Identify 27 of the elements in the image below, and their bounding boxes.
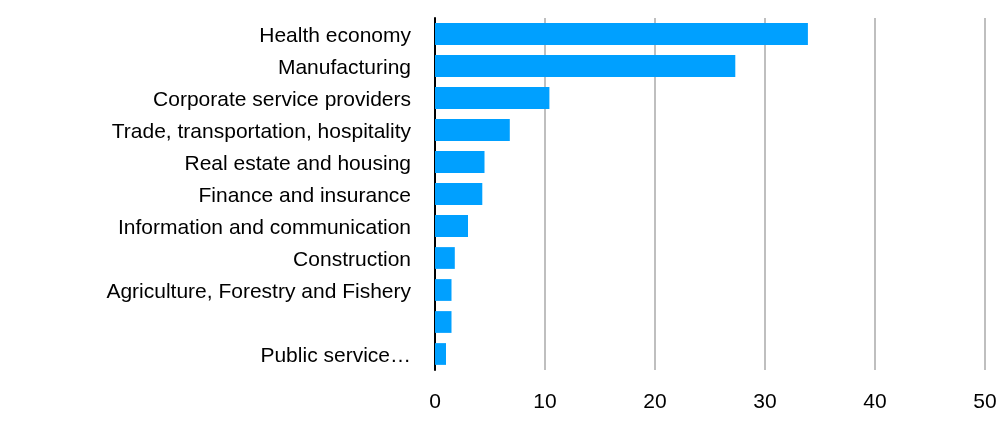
bar	[435, 23, 808, 45]
bar	[435, 119, 510, 141]
x-tick-label: 50	[973, 389, 997, 412]
y-tick-label: Public service…	[260, 342, 411, 366]
y-tick-label: Information and communication	[118, 214, 411, 238]
y-tick-label: Real estate and housing	[184, 150, 411, 174]
y-tick-label: Trade, transportation, hospitality	[111, 118, 412, 142]
bar	[435, 279, 452, 301]
x-tick-label: 10	[533, 389, 557, 412]
y-tick-label: Construction	[293, 246, 411, 270]
y-tick-label: Finance and insurance	[198, 182, 411, 206]
x-tick-label: 30	[753, 389, 777, 412]
bar	[435, 183, 483, 205]
bar	[435, 87, 550, 109]
bar	[435, 215, 468, 237]
x-tick-label: 0	[429, 389, 441, 412]
bar	[435, 343, 446, 365]
bar	[435, 311, 452, 333]
y-tick-label: Health economy	[259, 22, 412, 46]
y-tick-label: Agriculture, Forestry and Fishery	[106, 278, 412, 302]
y-tick-label: Manufacturing	[277, 54, 411, 78]
bar	[435, 247, 455, 269]
y-tick-label: Corporate service providers	[153, 86, 411, 110]
x-tick-label: 20	[643, 389, 667, 412]
bar	[435, 151, 485, 173]
x-tick-label: 40	[863, 389, 887, 412]
bar	[435, 55, 736, 77]
